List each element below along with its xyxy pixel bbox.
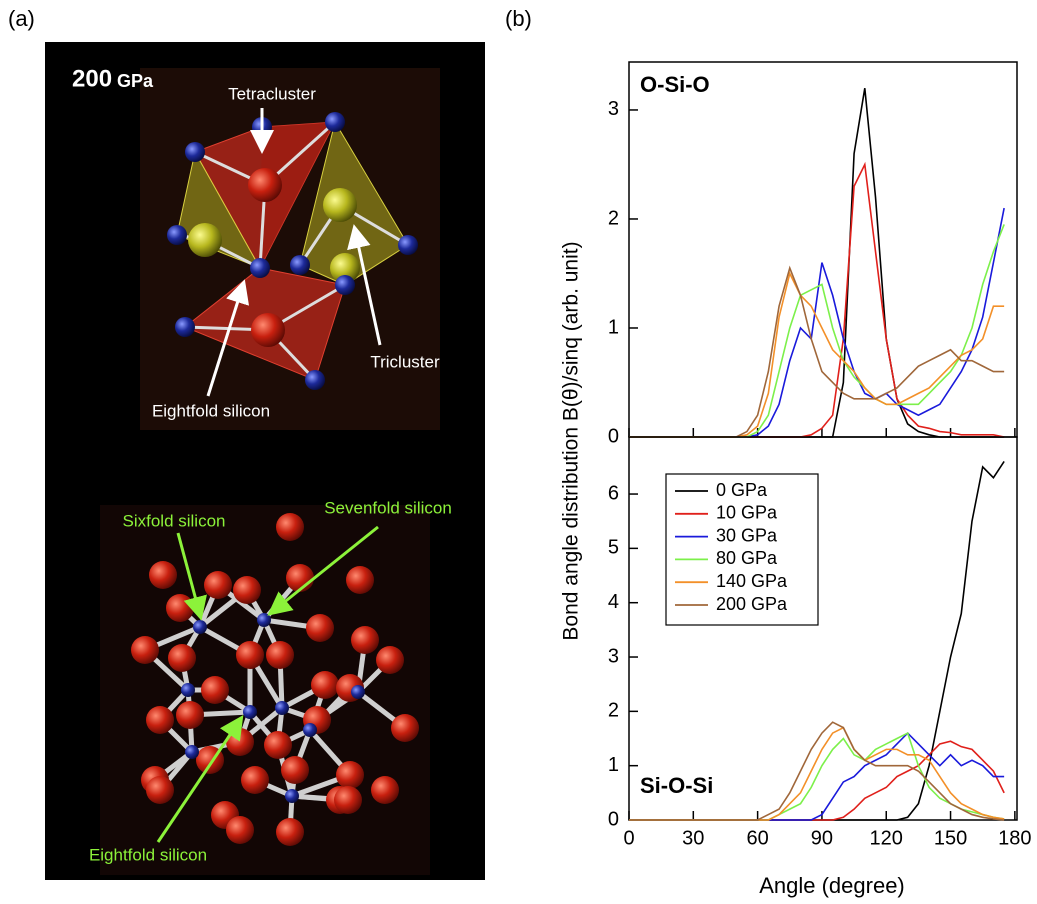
- y-tick-label: 5: [608, 537, 619, 559]
- x-tick-label: 0: [623, 827, 634, 849]
- pressure-unit: GPa: [117, 71, 154, 91]
- series-line: [629, 224, 1004, 437]
- legend-label: 140 GPa: [716, 571, 788, 591]
- legend-label: 80 GPa: [716, 548, 778, 568]
- silicon-atom: [351, 685, 365, 699]
- structure-background: [100, 505, 430, 875]
- legend-label: 10 GPa: [716, 503, 778, 523]
- oxygen-atom: [311, 671, 339, 699]
- annotation: Tetracluster: [228, 84, 316, 103]
- y-tick-label: 2: [608, 700, 619, 722]
- annotation: Sevenfold silicon: [324, 498, 452, 517]
- x-tick-label: 90: [811, 827, 833, 849]
- oxygen-atom: [233, 576, 261, 604]
- oxygen-atom: [276, 818, 304, 846]
- plot-frame: [629, 62, 1017, 437]
- oxygen-atom: [236, 641, 264, 669]
- silicon-atom: [303, 723, 317, 737]
- oxygen-atom: [266, 641, 294, 669]
- silicon-atom: [275, 701, 289, 715]
- oxygen-atom: [371, 776, 399, 804]
- y-tick-label: 1: [608, 754, 619, 776]
- page: (a) (b) 200 GPa Tetracluster Tricluster …: [0, 0, 1037, 904]
- x-tick-label: 150: [934, 827, 967, 849]
- x-tick-label: 30: [682, 827, 704, 849]
- oxygen-atom: [168, 644, 196, 672]
- oxygen-atom: [241, 766, 269, 794]
- silicon-atom: [185, 745, 199, 759]
- x-tick-label: 180: [998, 827, 1031, 849]
- x-tick-label: 120: [870, 827, 903, 849]
- annotation: Eightfold silicon: [152, 401, 270, 420]
- annotation: Eightfold silicon: [89, 845, 207, 864]
- legend-label: 30 GPa: [716, 525, 778, 545]
- legend-label: 0 GPa: [716, 480, 768, 500]
- silicon-atom: [181, 683, 195, 697]
- oxygen-atom: [336, 761, 364, 789]
- y-tick-label: 4: [608, 591, 619, 613]
- series-line: [629, 722, 1004, 820]
- oxygen-atom: [146, 706, 174, 734]
- legend-label: 200 GPa: [716, 594, 788, 614]
- silicon-atom: [243, 705, 257, 719]
- x-axis-label: Angle (degree): [759, 873, 905, 898]
- y-tick-label: 3: [608, 645, 619, 667]
- oxygen-atom: [149, 561, 177, 589]
- oxygen-atom: [146, 776, 174, 804]
- series-line: [629, 88, 1004, 437]
- oxygen-atom: [264, 731, 292, 759]
- oxygen-atom: [131, 636, 159, 664]
- oxygen-atom: [201, 676, 229, 704]
- oxygen-atom: [346, 566, 374, 594]
- series-line: [629, 268, 1004, 437]
- oxygen-atom: [276, 513, 304, 541]
- oxygen-atom: [226, 816, 254, 844]
- y-tick-label: 2: [608, 207, 619, 229]
- silicon-atom: [257, 613, 271, 627]
- chart-label: O-Si-O: [640, 72, 710, 97]
- oxygen-atom: [176, 701, 204, 729]
- oxygen-atom: [351, 626, 379, 654]
- pressure-value: 200: [72, 65, 112, 92]
- oxygen-atom: [391, 714, 419, 742]
- y-tick-label: 6: [608, 482, 619, 504]
- figure: (a) (b) 200 GPa Tetracluster Tricluster …: [0, 0, 1037, 904]
- chart-label: Si-O-Si: [640, 773, 713, 798]
- y-tick-label: 0: [608, 808, 619, 830]
- silicon-atom: [193, 620, 207, 634]
- y-tick-label: 3: [608, 98, 619, 120]
- y-tick-label: 0: [608, 425, 619, 447]
- oxygen-atom: [166, 594, 194, 622]
- annotation: Tricluster: [370, 352, 440, 371]
- y-axis-label: Bond angle distribution B(θ)/sinq (arb. …: [560, 241, 583, 640]
- x-tick-label: 60: [746, 827, 768, 849]
- y-tick-label: 1: [608, 316, 619, 338]
- series-line: [629, 208, 1004, 437]
- oxygen-atom: [306, 614, 334, 642]
- panel-label: (a): [8, 6, 35, 31]
- oxygen-atom: [281, 756, 309, 784]
- oxygen-atom: [204, 571, 232, 599]
- panel-label: (b): [505, 6, 532, 31]
- annotation: Sixfold silicon: [123, 511, 226, 530]
- silicon-atom: [285, 789, 299, 803]
- oxygen-atom: [334, 786, 362, 814]
- oxygen-atom: [376, 646, 404, 674]
